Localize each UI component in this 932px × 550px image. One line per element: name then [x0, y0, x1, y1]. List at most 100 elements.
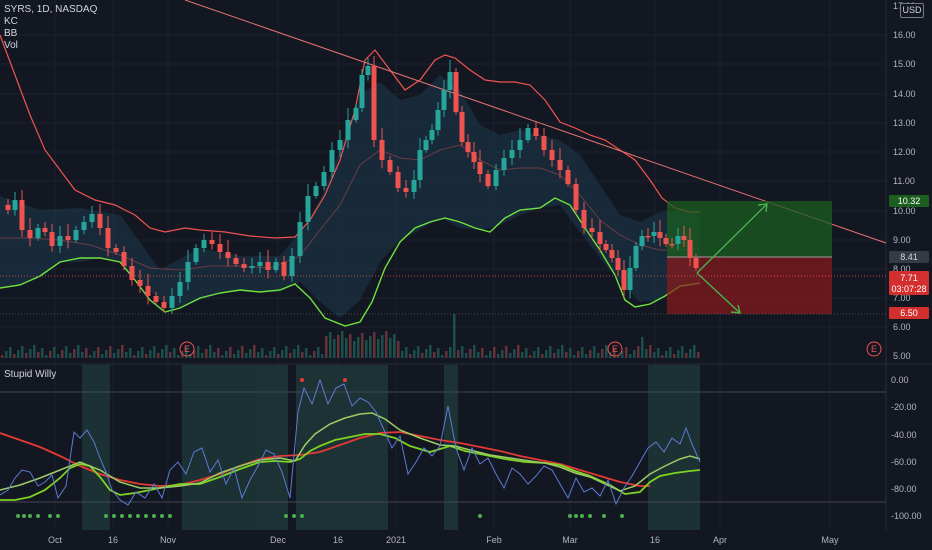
candle-body[interactable]	[557, 160, 563, 170]
candle-body[interactable]	[477, 162, 483, 174]
candle-body[interactable]	[565, 170, 571, 184]
candle-body[interactable]	[621, 270, 627, 290]
candle-body[interactable]	[581, 210, 587, 228]
candle-body[interactable]	[217, 244, 223, 252]
candlesticks[interactable]	[5, 56, 699, 314]
oscillator-title[interactable]: Stupid Willy	[4, 369, 57, 380]
candle-body[interactable]	[597, 232, 603, 244]
candle-body[interactable]	[249, 266, 255, 268]
candle-body[interactable]	[81, 222, 87, 230]
currency-button[interactable]: USD	[900, 3, 924, 18]
candle-body[interactable]	[97, 214, 103, 228]
oscillator-axis[interactable]: 0.00 -20.00 -40.00 -60.00 -80.00 -100.00	[891, 375, 922, 521]
candle-body[interactable]	[233, 258, 239, 264]
candle-body[interactable]	[257, 262, 263, 266]
candle-body[interactable]	[589, 228, 595, 232]
candle-body[interactable]	[485, 174, 491, 186]
candle-body[interactable]	[509, 150, 515, 158]
earnings-markers[interactable]: E E E	[179, 341, 882, 357]
candle-body[interactable]	[42, 228, 48, 232]
candle-body[interactable]	[65, 236, 71, 240]
candle-body[interactable]	[241, 264, 247, 268]
candle-body[interactable]	[669, 244, 675, 246]
candle-body[interactable]	[265, 262, 271, 270]
candle-body[interactable]	[453, 72, 459, 112]
earnings-marker-2[interactable]	[607, 341, 623, 357]
candle-body[interactable]	[633, 246, 639, 268]
candle-body[interactable]	[359, 75, 365, 108]
candle-body[interactable]	[681, 236, 687, 240]
indicator-bb[interactable]: BB	[4, 28, 18, 39]
projection-up-arrow[interactable]	[696, 203, 768, 274]
earnings-marker-1[interactable]	[179, 341, 195, 357]
candle-body[interactable]	[105, 228, 111, 248]
candle-body[interactable]	[417, 150, 423, 180]
candle-body[interactable]	[395, 172, 401, 188]
candle-body[interactable]	[379, 140, 385, 160]
candle-body[interactable]	[403, 188, 409, 192]
candle-body[interactable]	[185, 262, 191, 282]
candle-body[interactable]	[137, 280, 143, 286]
candle-body[interactable]	[193, 248, 199, 262]
candle-body[interactable]	[5, 205, 11, 210]
candle-body[interactable]	[313, 186, 319, 196]
candle-body[interactable]	[345, 120, 351, 140]
candle-body[interactable]	[541, 136, 547, 150]
candle-body[interactable]	[493, 170, 499, 186]
loss-zone[interactable]	[667, 257, 832, 314]
candle-body[interactable]	[465, 142, 471, 152]
candle-body[interactable]	[225, 252, 231, 258]
candle-body[interactable]	[27, 230, 33, 238]
candle-body[interactable]	[321, 172, 327, 186]
oscillator-legend[interactable]: Stupid Willy	[4, 369, 56, 381]
candle-body[interactable]	[273, 262, 279, 270]
candle-body[interactable]	[161, 302, 167, 308]
candle-body[interactable]	[501, 158, 507, 170]
candle-body[interactable]	[441, 90, 447, 110]
candle-body[interactable]	[19, 200, 25, 230]
candle-body[interactable]	[603, 244, 609, 250]
candle-body[interactable]	[663, 238, 669, 244]
candle-body[interactable]	[371, 66, 377, 140]
candle-body[interactable]	[153, 296, 159, 302]
candle-body[interactable]	[169, 296, 175, 308]
candle-body[interactable]	[353, 108, 359, 120]
candle-body[interactable]	[177, 282, 183, 296]
candle-body[interactable]	[471, 152, 477, 162]
candle-body[interactable]	[459, 112, 465, 142]
candle-body[interactable]	[675, 236, 681, 244]
profit-zone[interactable]	[667, 201, 832, 257]
candle-body[interactable]	[423, 140, 429, 150]
candle-body[interactable]	[549, 150, 555, 160]
candle-body[interactable]	[365, 66, 371, 75]
symbol-title[interactable]: SYRS, 1D, NASDAQ	[4, 4, 98, 15]
candle-body[interactable]	[435, 110, 441, 130]
candle-body[interactable]	[329, 150, 335, 172]
candle-body[interactable]	[387, 160, 393, 172]
candle-body[interactable]	[651, 232, 657, 236]
candle-body[interactable]	[573, 184, 579, 210]
candle-body[interactable]	[12, 200, 18, 210]
earnings-marker-3[interactable]	[866, 341, 882, 357]
time-axis[interactable]: Oct 16 Nov Dec 16 2021 Feb Mar 16 Apr May	[48, 535, 839, 545]
candle-body[interactable]	[627, 268, 633, 290]
candle-body[interactable]	[609, 250, 615, 258]
candle-body[interactable]	[305, 196, 311, 222]
candle-body[interactable]	[639, 236, 645, 246]
candle-body[interactable]	[337, 140, 343, 150]
candle-body[interactable]	[447, 72, 453, 90]
candle-body[interactable]	[289, 256, 295, 276]
candle-body[interactable]	[429, 130, 435, 140]
main-legend[interactable]: SYRS, 1D, NASDAQ KC BB Vol	[4, 4, 97, 52]
indicator-vol[interactable]: Vol	[4, 40, 18, 51]
candle-body[interactable]	[49, 232, 55, 246]
candle-body[interactable]	[113, 248, 119, 252]
candle-body[interactable]	[645, 236, 651, 238]
candle-body[interactable]	[693, 258, 699, 268]
candle-body[interactable]	[121, 252, 127, 266]
candle-body[interactable]	[517, 140, 523, 150]
candle-body[interactable]	[73, 230, 79, 240]
candle-body[interactable]	[615, 258, 621, 270]
candle-body[interactable]	[281, 262, 287, 276]
indicator-kc[interactable]: KC	[4, 16, 18, 27]
